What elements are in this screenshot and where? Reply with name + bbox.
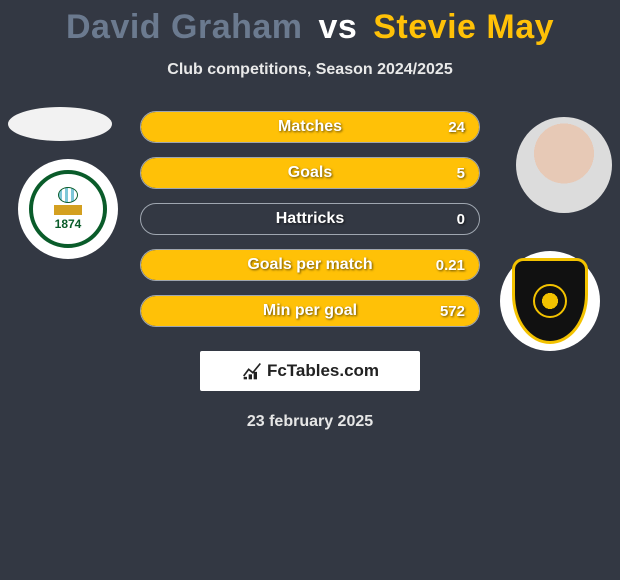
player2-club-crest: [500, 251, 600, 351]
stat-label: Min per goal: [141, 302, 479, 320]
player2-name: Stevie May: [373, 8, 554, 46]
player1-avatar: [8, 107, 112, 141]
brand-badge: FcTables.com: [200, 351, 420, 391]
date-text: 23 february 2025: [0, 413, 620, 431]
brand-icon: [241, 361, 263, 381]
stat-label: Hattricks: [141, 210, 479, 228]
player1-name: David Graham: [66, 8, 303, 46]
subtitle: Club competitions, Season 2024/2025: [0, 61, 620, 79]
stat-bar-goals: Goals 5: [140, 157, 480, 189]
vs-text: vs: [318, 8, 357, 46]
stat-value: 24: [448, 119, 465, 136]
comparison-stage: 1874 Matches 24 Goals 5 Hattricks 0 Goal…: [0, 101, 620, 441]
stats-bars: Matches 24 Goals 5 Hattricks 0 Goals per…: [140, 111, 480, 341]
page-title: David Graham vs Stevie May: [0, 0, 620, 47]
club-left-year: 1874: [55, 217, 82, 231]
stat-value: 572: [440, 303, 465, 320]
stat-bar-matches: Matches 24: [140, 111, 480, 143]
stat-value: 5: [457, 165, 465, 182]
stat-bar-min-per-goal: Min per goal 572: [140, 295, 480, 327]
stat-bar-hattricks: Hattricks 0: [140, 203, 480, 235]
stat-label: Goals per match: [141, 256, 479, 274]
player1-club-crest: 1874: [18, 159, 118, 259]
stat-value: 0.21: [436, 257, 465, 274]
brand-text: FcTables.com: [267, 361, 379, 381]
stat-value: 0: [457, 211, 465, 228]
stat-bar-goals-per-match: Goals per match 0.21: [140, 249, 480, 281]
stat-label: Goals: [141, 164, 479, 182]
player2-avatar: [516, 117, 612, 213]
stat-label: Matches: [141, 118, 479, 136]
